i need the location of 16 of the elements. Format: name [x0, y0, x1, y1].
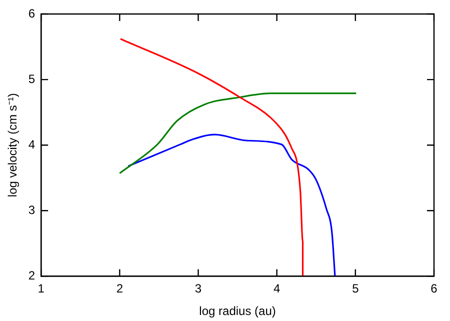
x-tick-label: 4 — [273, 282, 280, 296]
x-tick-label: 2 — [116, 282, 124, 296]
x-tick-label: 3 — [194, 282, 202, 296]
y-tick-label: 3 — [28, 202, 36, 217]
y-tick-label: 6 — [28, 6, 36, 20]
y-axis-title: log velocity (cm s⁻¹) — [6, 93, 20, 198]
line-series — [120, 38, 304, 276]
x-tick-label: 5 — [352, 282, 360, 296]
y-tick-label: 4 — [28, 137, 36, 152]
line-series — [128, 134, 336, 276]
line-series — [118, 92, 357, 174]
y-tick-label: 5 — [28, 72, 36, 86]
x-tick-label: 6 — [430, 282, 438, 296]
x-tick-label: 1 — [38, 282, 45, 296]
x-axis-title: log radius (au) — [199, 304, 276, 318]
y-tick-label: 2 — [28, 268, 36, 283]
